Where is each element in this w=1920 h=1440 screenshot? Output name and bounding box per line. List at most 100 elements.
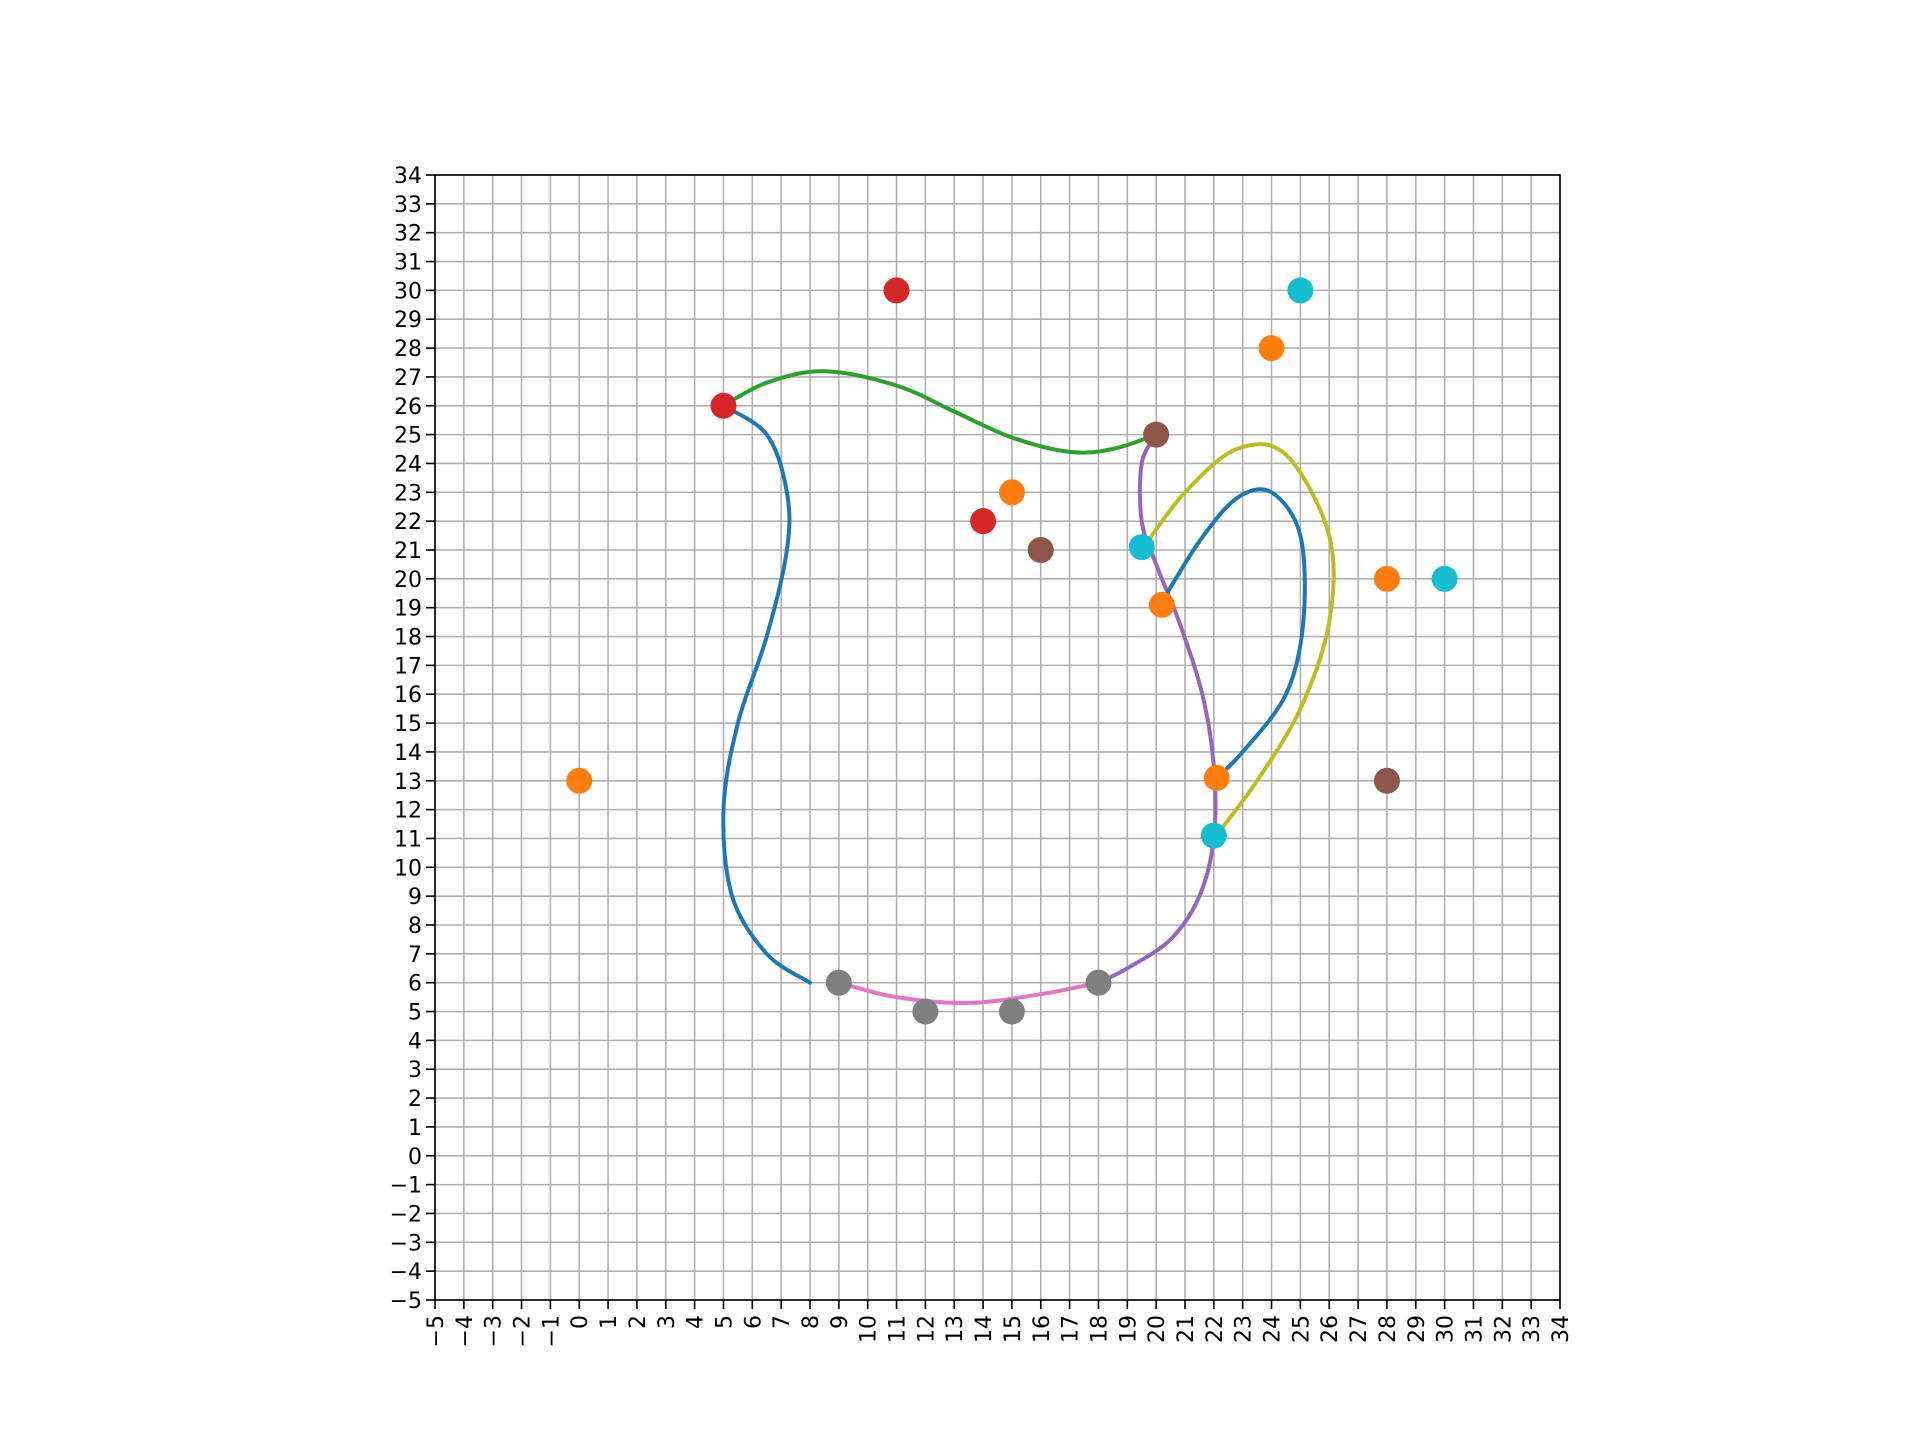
y-tick-label: 34 <box>394 164 422 189</box>
y-tick-label: 10 <box>394 856 422 881</box>
data-point <box>1148 591 1175 618</box>
y-tick-label: 14 <box>394 741 422 766</box>
curve-line <box>836 980 1101 1005</box>
x-tick-label: 19 <box>1116 1315 1141 1343</box>
x-tick-labels: −5 −4 −3 −2 −1 0 1 2 3 4 5 6 7 8 9 10 11 12 13 14 15 16 17 18 19… <box>424 1315 1574 1347</box>
x-tick-label: 31 <box>1462 1315 1487 1343</box>
data-point <box>1258 335 1285 362</box>
y-tick-label: 12 <box>394 799 422 824</box>
data-point <box>710 392 737 419</box>
x-tick-label: −2 <box>511 1315 536 1347</box>
data-point <box>912 998 939 1025</box>
x-tick-label: 10 <box>857 1315 882 1343</box>
x-tick-label: 3 <box>655 1315 680 1329</box>
y-tick-label: 33 <box>394 193 422 218</box>
data-point <box>1373 565 1400 592</box>
curves <box>721 369 1336 1005</box>
y-tick-label: 5 <box>408 1001 422 1026</box>
data-point <box>566 767 593 794</box>
x-tick-label: 1 <box>597 1315 622 1329</box>
x-tick-label: 14 <box>972 1315 997 1343</box>
data-point <box>998 479 1025 506</box>
data-point <box>1431 565 1458 592</box>
x-tick-label: −5 <box>424 1315 449 1347</box>
x-tick-label: 13 <box>943 1315 968 1343</box>
y-tick-label: 27 <box>394 366 422 391</box>
y-tick-label: 22 <box>394 510 422 535</box>
axis-ticks <box>426 174 1561 1309</box>
y-tick-labels: −5−4−3−2−1012345678910111213141516171819… <box>390 164 422 1314</box>
data-point <box>1085 969 1112 996</box>
curve-line <box>721 369 1159 455</box>
y-tick-label: 9 <box>408 885 422 910</box>
curve-line <box>1139 442 1336 841</box>
y-tick-label: 13 <box>394 770 422 795</box>
x-tick-label: −4 <box>453 1315 478 1347</box>
y-tick-label: 31 <box>394 251 422 276</box>
x-tick-label: 26 <box>1318 1315 1343 1343</box>
grid <box>434 174 1561 1301</box>
y-tick-label: 2 <box>408 1087 422 1112</box>
y-tick-label: 8 <box>408 914 422 939</box>
data-point <box>1287 277 1314 304</box>
y-tick-label: −3 <box>390 1231 422 1256</box>
y-tick-label: 3 <box>408 1058 422 1083</box>
data-point <box>1203 764 1230 791</box>
x-tick-label: 18 <box>1087 1315 1112 1343</box>
x-tick-label: 33 <box>1520 1315 1545 1343</box>
x-tick-label: −1 <box>539 1315 564 1347</box>
y-tick-label: 24 <box>394 452 422 477</box>
y-tick-label: 4 <box>408 1029 422 1054</box>
data-point <box>970 508 997 535</box>
x-tick-label: 15 <box>1001 1315 1026 1343</box>
y-tick-label: −2 <box>390 1202 422 1227</box>
x-tick-label: 12 <box>914 1315 939 1343</box>
x-tick-label: 27 <box>1347 1315 1372 1343</box>
y-tick-label: 29 <box>394 308 422 333</box>
x-tick-label: 29 <box>1405 1315 1430 1343</box>
x-tick-label: 20 <box>1145 1315 1170 1343</box>
data-point <box>1027 537 1054 563</box>
data-point <box>998 998 1025 1025</box>
x-tick-label: 23 <box>1232 1315 1257 1343</box>
y-tick-label: 20 <box>394 568 422 593</box>
y-tick-label: −4 <box>390 1260 422 1285</box>
x-tick-label: 21 <box>1174 1315 1199 1343</box>
y-tick-label: 32 <box>394 222 422 247</box>
data-point <box>1373 767 1400 794</box>
y-tick-label: 25 <box>394 424 422 449</box>
plot-area-frame <box>434 174 1561 1301</box>
y-tick-label: −5 <box>390 1289 422 1314</box>
data-points <box>566 277 1458 1025</box>
y-tick-label: 19 <box>394 597 422 622</box>
x-tick-label: 32 <box>1491 1315 1516 1343</box>
curve-line <box>1159 487 1307 783</box>
x-tick-label: 24 <box>1261 1315 1286 1343</box>
data-point <box>1128 534 1155 561</box>
y-tick-label: 28 <box>394 337 422 362</box>
y-tick-label: 7 <box>408 943 422 968</box>
y-tick-label: 23 <box>394 481 422 506</box>
y-tick-label: 18 <box>394 626 422 651</box>
y-tick-label: 15 <box>394 712 422 737</box>
x-tick-label: 22 <box>1203 1315 1228 1343</box>
x-tick-label: 2 <box>626 1315 651 1329</box>
x-tick-label: −3 <box>482 1315 507 1347</box>
x-tick-label: 34 <box>1549 1315 1574 1343</box>
data-point <box>883 277 910 304</box>
y-tick-label: 0 <box>408 1145 422 1170</box>
y-tick-label: 21 <box>394 539 422 564</box>
x-tick-label: 9 <box>828 1315 853 1329</box>
x-tick-label: 5 <box>712 1315 737 1329</box>
x-tick-label: 7 <box>770 1315 795 1329</box>
y-tick-label: 16 <box>394 683 422 708</box>
y-tick-label: 1 <box>408 1116 422 1141</box>
y-tick-label: 6 <box>408 972 422 997</box>
x-tick-label: 25 <box>1289 1315 1314 1343</box>
x-tick-label: 4 <box>684 1315 709 1329</box>
x-tick-label: 17 <box>1059 1315 1084 1343</box>
data-point <box>1143 421 1170 448</box>
x-tick-label: 6 <box>741 1315 766 1329</box>
x-tick-label: 16 <box>1030 1315 1055 1343</box>
